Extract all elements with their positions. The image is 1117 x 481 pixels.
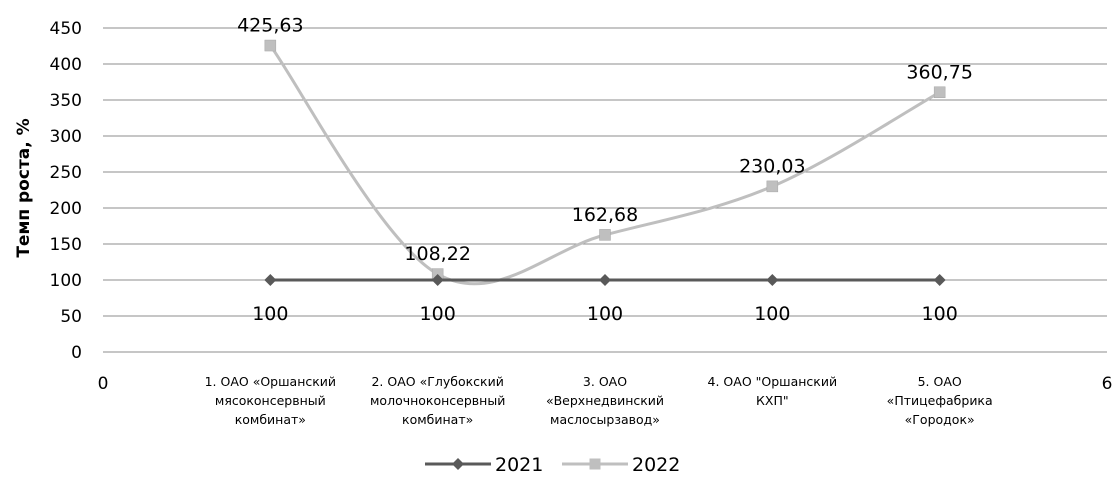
category-label: 2. ОАО «Глубокский (371, 374, 503, 389)
category-label: комбинат» (235, 412, 306, 427)
data-label: 100 (420, 303, 456, 325)
data-point (933, 86, 946, 99)
data-point (766, 274, 779, 286)
y-axis-label: Темп роста, % (14, 118, 34, 257)
category-label: 5. ОАО (918, 374, 962, 389)
x-tick-label: 6 (1102, 374, 1113, 394)
data-point (766, 180, 779, 193)
legend-label: 2021 (495, 454, 543, 476)
legend-marker (452, 458, 464, 470)
category-label: 3. ОАО (583, 374, 627, 389)
data-label: 100 (252, 303, 288, 325)
series-2022 (264, 39, 946, 286)
data-point (599, 229, 611, 241)
y-tick-label: 50 (60, 307, 82, 327)
category-label: «Птицефабрика (887, 393, 993, 408)
data-label: 360,75 (906, 61, 972, 83)
y-tick-label: 0 (71, 343, 82, 363)
legend-marker (589, 458, 601, 470)
y-tick-label: 150 (50, 235, 82, 255)
legend-item-2022: 2022 (562, 454, 680, 476)
data-label: 108,22 (404, 243, 470, 265)
category-label: маслосырзавод» (550, 412, 660, 427)
data-label: 100 (754, 303, 790, 325)
data-label: 425,63 (237, 15, 303, 37)
data-point (431, 274, 444, 286)
y-tick-label: 350 (50, 91, 82, 111)
legend-item-2021: 2021 (425, 454, 543, 476)
category-label: «Верхнедвинский (546, 393, 664, 408)
series-line (269, 44, 941, 286)
data-label: 100 (587, 303, 623, 325)
category-label: мясоконсервный (215, 393, 326, 408)
y-tick-label: 450 (50, 19, 82, 39)
data-label: 230,03 (739, 155, 805, 177)
y-tick-label: 250 (50, 163, 82, 183)
y-tick-label: 300 (50, 127, 82, 147)
y-tick-label: 400 (50, 55, 82, 75)
category-label: молочноконсервный (370, 393, 505, 408)
legend-label: 2022 (632, 454, 680, 476)
category-label: комбинат» (402, 412, 473, 427)
category-labels: 1. ОАО «Оршанский мясоконсервный комбинат»… (205, 374, 993, 427)
data-label: 100 (922, 303, 958, 325)
category-label: 4. ОАО "Оршанский (708, 374, 838, 389)
y-tick-label: 200 (50, 199, 82, 219)
x-tick-label: 0 (98, 374, 109, 394)
data-labels: 100 100 100 100 100 425,63 108,22 162,68 230,03 3… (237, 15, 973, 325)
data-point (599, 274, 611, 286)
data-point (264, 39, 277, 52)
series-group (264, 39, 946, 286)
data-label: 162,68 (572, 204, 638, 226)
y-axis-ticks: 0 50 100 150 200 250 300 350 400 450 (50, 19, 82, 363)
data-point (933, 274, 946, 286)
category-label: 1. ОАО «Оршанский (205, 374, 336, 389)
category-label: КХП" (756, 393, 789, 408)
data-point (264, 274, 277, 286)
category-label: «Городок» (905, 412, 975, 427)
legend: 2021 2022 (425, 454, 680, 476)
y-tick-label: 100 (50, 271, 82, 291)
series-2021 (264, 274, 946, 286)
